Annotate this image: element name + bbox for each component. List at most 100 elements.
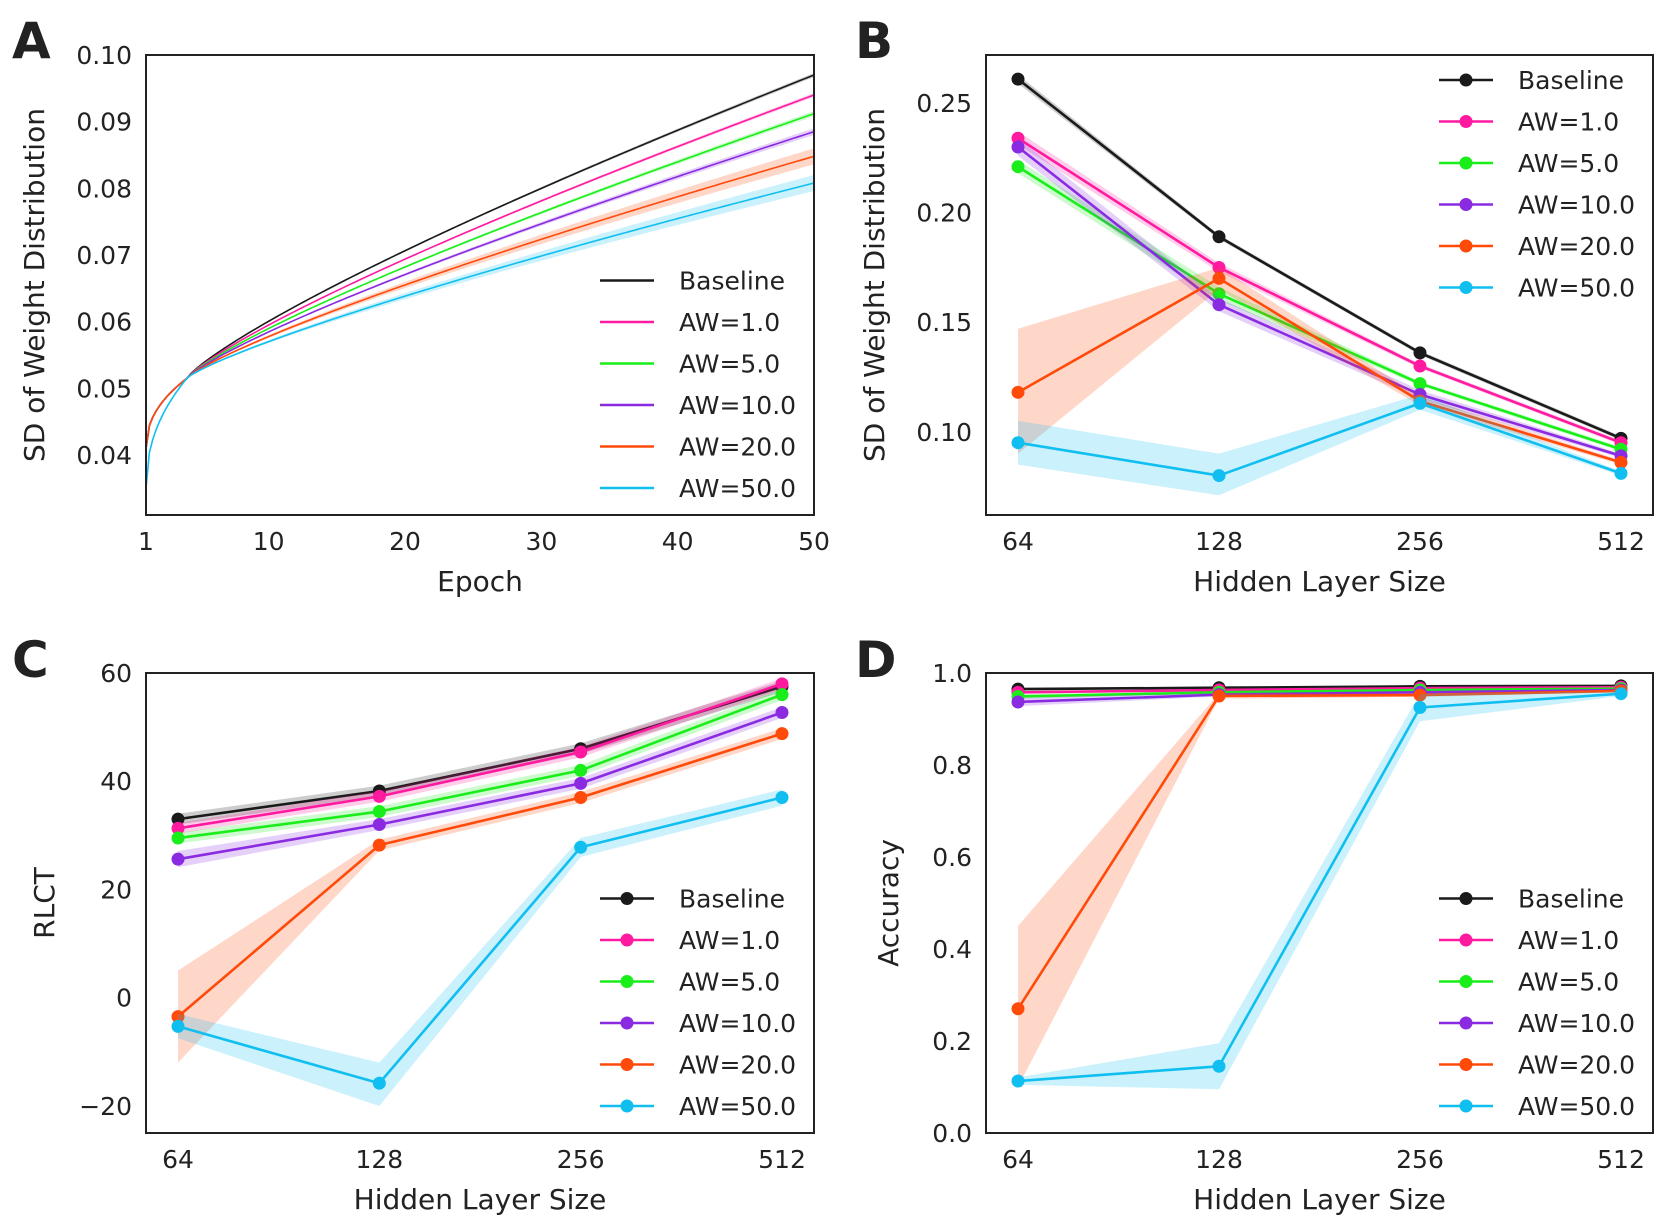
legend-label-aw-5-0: AW=5.0 <box>1518 968 1619 997</box>
line-aw-50-0 <box>177 796 783 1085</box>
x-tick-label-128: 128 <box>355 1145 403 1174</box>
legend-label-aw-50-0: AW=50.0 <box>679 1092 796 1121</box>
point-aw-5-0-256 <box>1413 377 1427 391</box>
legend-label-aw-1-0: AW=1.0 <box>679 308 780 337</box>
point-aw-50-0-128 <box>1212 469 1226 483</box>
point-aw-1-0-256 <box>1413 359 1427 373</box>
point-aw-50-0-128 <box>1212 1059 1226 1073</box>
y-tick-label-0-10: 0.10 <box>916 418 972 447</box>
y-tick-label-0-25: 0.25 <box>916 89 972 118</box>
line-baseline <box>146 74 814 449</box>
line-aw-20-0 <box>1017 277 1622 464</box>
point-aw-50-0-256 <box>1413 396 1427 410</box>
point-aw-50-0-256 <box>574 840 588 854</box>
point-aw-10-0-64 <box>171 852 185 866</box>
y-tick-label-0-07: 0.07 <box>76 241 132 270</box>
axes-frame <box>985 672 1654 1134</box>
x-tick-label-512: 512 <box>1597 1145 1645 1174</box>
legend-label-aw-5-0: AW=5.0 <box>679 350 780 379</box>
point-aw-50-0-128 <box>372 1076 386 1090</box>
legend-label-aw-10-0: AW=10.0 <box>1518 1009 1635 1038</box>
x-tick-label-40: 40 <box>662 527 694 556</box>
y-tick-label-0-2: 0.2 <box>932 1027 972 1056</box>
x-tick-label-128: 128 <box>1195 1145 1243 1174</box>
y-tick-label-20: −20 <box>79 1092 132 1121</box>
line-aw-20-0 <box>177 732 783 1018</box>
y-tick-label-0-6: 0.6 <box>932 843 972 872</box>
legend-marker-aw-10-0 <box>620 1016 634 1030</box>
y-tick-label-1-0: 1.0 <box>932 659 972 688</box>
legend-label-aw-10-0: AW=10.0 <box>679 1009 796 1038</box>
point-aw-20-0-64 <box>1011 385 1025 399</box>
point-baseline-128 <box>1212 230 1226 244</box>
line-aw-5-0 <box>1017 687 1622 698</box>
point-aw-20-0-128 <box>1212 689 1226 703</box>
legend-label-aw-10-0: AW=10.0 <box>1518 191 1635 220</box>
line-aw-20-0 <box>1016 689 1622 1010</box>
panel-letter: B <box>855 12 893 70</box>
y-tick-label-0-08: 0.08 <box>76 174 132 203</box>
legend-marker-baseline <box>1459 73 1473 87</box>
legend-label-aw-20-0: AW=20.0 <box>1518 1051 1635 1080</box>
point-aw-50-0-512 <box>1614 687 1628 701</box>
axes-frame <box>145 54 815 516</box>
point-aw-5-0-128 <box>372 805 386 819</box>
legend-label-aw-1-0: AW=1.0 <box>679 926 780 955</box>
legend: Baseline AW=1.0 AW=5.0 AW=10.0 AW=20.0 AW=50.… <box>1439 885 1635 1121</box>
point-aw-5-0-256 <box>574 763 588 777</box>
panel-d: 64 128 256 512 0.0 0.2 0.4 0.6 0.8 1.0 Hidden Laye… <box>855 631 1654 1216</box>
legend-marker-aw-1-0 <box>1459 933 1473 947</box>
point-aw-20-0-512 <box>1614 455 1628 469</box>
point-aw-10-0-128 <box>372 818 386 832</box>
point-aw-50-0-64 <box>171 1019 185 1033</box>
plot-area <box>146 73 814 489</box>
legend-marker-aw-50-0 <box>1459 281 1473 294</box>
point-aw-5-0-64 <box>1011 160 1025 174</box>
line-aw-50-0 <box>146 182 814 489</box>
y-tick-label-0-20: 0.20 <box>916 199 972 228</box>
line-aw-50-0 <box>1017 401 1622 477</box>
legend-marker-aw-20-0 <box>620 1058 634 1071</box>
point-aw-20-0-64 <box>1011 1002 1025 1016</box>
point-baseline-256 <box>1413 346 1427 360</box>
axes-frame <box>145 672 815 1134</box>
legend-label-baseline: Baseline <box>1518 885 1624 914</box>
legend-label-aw-20-0: AW=20.0 <box>679 433 796 462</box>
x-tick-label-128: 128 <box>1195 527 1243 556</box>
legend-label-baseline: Baseline <box>1518 66 1624 95</box>
x-tick-label-30: 30 <box>525 527 557 556</box>
point-aw-50-0-64 <box>1011 436 1025 450</box>
y-tick-label-0: 0 <box>116 984 132 1013</box>
y-axis-label: SD of Weight Distribution <box>18 108 51 462</box>
legend-label-aw-5-0: AW=5.0 <box>679 968 780 997</box>
band-aw-50-0 <box>146 175 814 489</box>
y-axis-label: RLCT <box>28 866 61 939</box>
axes-frame <box>985 54 1654 516</box>
point-aw-20-0-128 <box>1212 271 1226 285</box>
legend-marker-aw-10-0 <box>1459 1016 1473 1030</box>
line-aw-1-0 <box>1017 137 1622 444</box>
legend-label-aw-50-0: AW=50.0 <box>679 474 796 503</box>
point-aw-20-0-256 <box>1413 688 1427 702</box>
x-tick-label-1: 1 <box>138 527 154 556</box>
panel-letter: C <box>12 631 49 689</box>
x-axis-label: Hidden Layer Size <box>354 1183 607 1216</box>
x-axis-label: Hidden Layer Size <box>1193 565 1446 598</box>
point-aw-1-0-256 <box>574 745 588 759</box>
point-aw-1-0-128 <box>1212 260 1226 274</box>
legend-label-aw-50-0: AW=50.0 <box>1518 1092 1635 1121</box>
point-aw-10-0-512 <box>775 706 789 720</box>
x-tick-label-20: 20 <box>389 527 421 556</box>
panel-b: 64 128 256 512 0.10 0.15 0.20 0.25 Hidden Layer … <box>855 12 1654 598</box>
legend-marker-aw-1-0 <box>620 933 634 947</box>
legend-marker-aw-5-0 <box>620 975 634 988</box>
point-aw-10-0-128 <box>1212 298 1226 312</box>
y-tick-label-0-15: 0.15 <box>916 308 972 337</box>
legend: Baseline AW=1.0 AW=5.0 AW=10.0 AW=20.0 AW=50.… <box>600 885 796 1121</box>
point-aw-5-0-128 <box>1212 287 1226 301</box>
band-aw-20-0 <box>146 148 814 449</box>
point-baseline-64 <box>1011 72 1025 86</box>
legend-label-aw-10-0: AW=10.0 <box>679 391 796 420</box>
x-axis-label: Epoch <box>437 565 523 598</box>
x-tick-label-256: 256 <box>1396 1145 1444 1174</box>
